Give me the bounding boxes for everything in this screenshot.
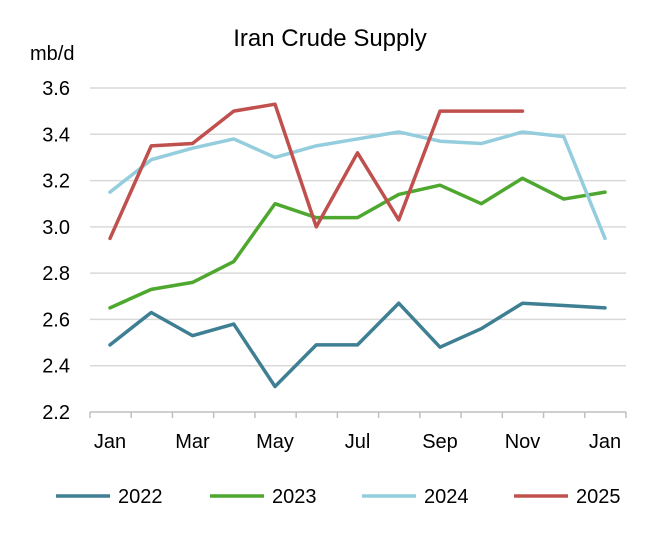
legend-label-2025: 2025 [576,486,621,508]
y-tick-label: 2.8 [42,263,70,285]
legend-label-2022: 2022 [118,486,163,508]
x-tick-label: Sep [422,431,458,453]
series-line-2022 [108,301,607,389]
x-axis [89,411,627,418]
x-tick-labels: Jan Mar May Jul Sep Nov Jan [94,431,621,453]
y-tick-label: 3.2 [42,171,70,193]
series-line-2025 [108,102,525,241]
series-line-2024 [108,130,607,241]
x-tick-label: Nov [505,431,541,453]
legend-label-2023: 2023 [272,486,317,508]
x-tick-label: Jan [94,431,126,453]
series-line-2023 [108,176,607,310]
legend-label-2024: 2024 [424,486,469,508]
y-tick-labels: 2.2 2.4 2.6 2.8 3.0 3.2 3.4 3.6 [42,78,70,424]
x-tick-label: Jul [345,431,371,453]
x-tick-label: May [256,431,294,453]
y-tick-label: 2.2 [42,402,70,424]
y-tick-label: 2.6 [42,309,70,331]
chart-title: Iran Crude Supply [233,25,426,52]
y-axis-unit-label: mb/d [30,43,74,65]
x-tick-label: Jan [589,431,621,453]
y-tick-label: 3.6 [42,78,70,100]
x-tick-label: Mar [175,431,210,453]
series-lines [108,102,607,389]
gridlines [90,87,626,367]
y-tick-label: 3.4 [42,124,70,146]
legend: 2022 2023 2024 2025 [56,486,621,508]
y-tick-label: 3.0 [42,217,70,239]
y-tick-label: 2.4 [42,356,70,378]
